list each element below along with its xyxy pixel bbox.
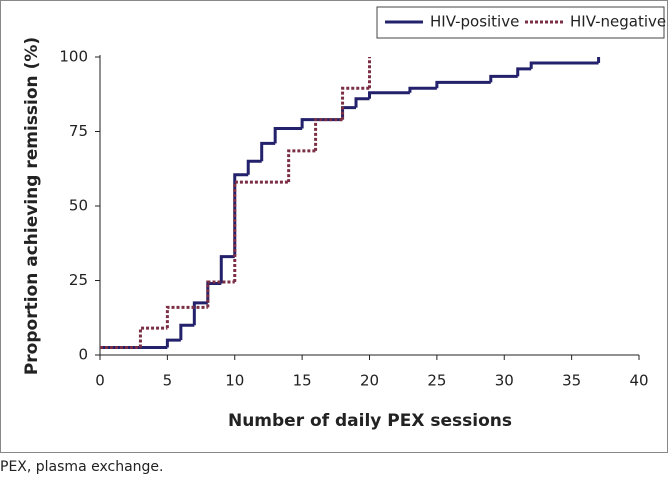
step-segment [273, 127, 303, 144]
step-segment [206, 281, 222, 303]
y-tick-label: 75 [69, 122, 88, 140]
step-segment [287, 149, 316, 183]
legend-label: HIV-negative [570, 13, 666, 31]
step-segment [165, 305, 208, 329]
caption: PEX, plasma exchange. [0, 459, 164, 475]
x-tick-label: 25 [427, 372, 446, 390]
step-segment [233, 173, 249, 257]
step-segment [341, 86, 370, 120]
legend-box [376, 6, 665, 39]
legend-label: HIV-positive [430, 13, 519, 31]
step-segment [219, 255, 235, 284]
x-tick-label: 20 [360, 372, 379, 390]
step-segment [233, 180, 289, 282]
step-segment [206, 280, 235, 308]
y-axis-title: Proportion achieving remission (%) [22, 37, 42, 375]
x-tick-label: 10 [225, 372, 244, 390]
step-segment [341, 106, 357, 120]
step-segment [354, 97, 370, 108]
x-tick-label: 35 [562, 372, 581, 390]
step-segment [300, 118, 343, 129]
step-segment [314, 118, 343, 151]
y-tick-label: 100 [59, 48, 88, 66]
y-tick-label: 0 [78, 346, 88, 364]
chart-border [0, 0, 668, 453]
x-tick-label: 30 [495, 372, 514, 390]
step-segment [529, 61, 599, 69]
x-tick-label: 0 [95, 372, 105, 390]
step-segment [489, 74, 518, 83]
x-axis-title: Number of daily PEX sessions [228, 411, 512, 431]
x-tick-label: 40 [629, 372, 648, 390]
step-segment [516, 67, 532, 77]
step-segment [179, 323, 195, 341]
step-segment [192, 301, 208, 326]
step-segment [246, 159, 262, 175]
y-tick-label: 25 [69, 271, 88, 289]
step-segment [138, 326, 168, 348]
step-segment [368, 91, 410, 99]
step-segment [435, 80, 491, 89]
chart: Number of daily PEX sessions Proportion … [0, 0, 668, 453]
x-tick-label: 5 [163, 372, 173, 390]
step-segment [260, 141, 276, 162]
step-segment [165, 338, 181, 348]
step-segment [408, 86, 437, 93]
x-tick-label: 15 [293, 372, 312, 390]
y-tick-label: 50 [69, 197, 88, 215]
